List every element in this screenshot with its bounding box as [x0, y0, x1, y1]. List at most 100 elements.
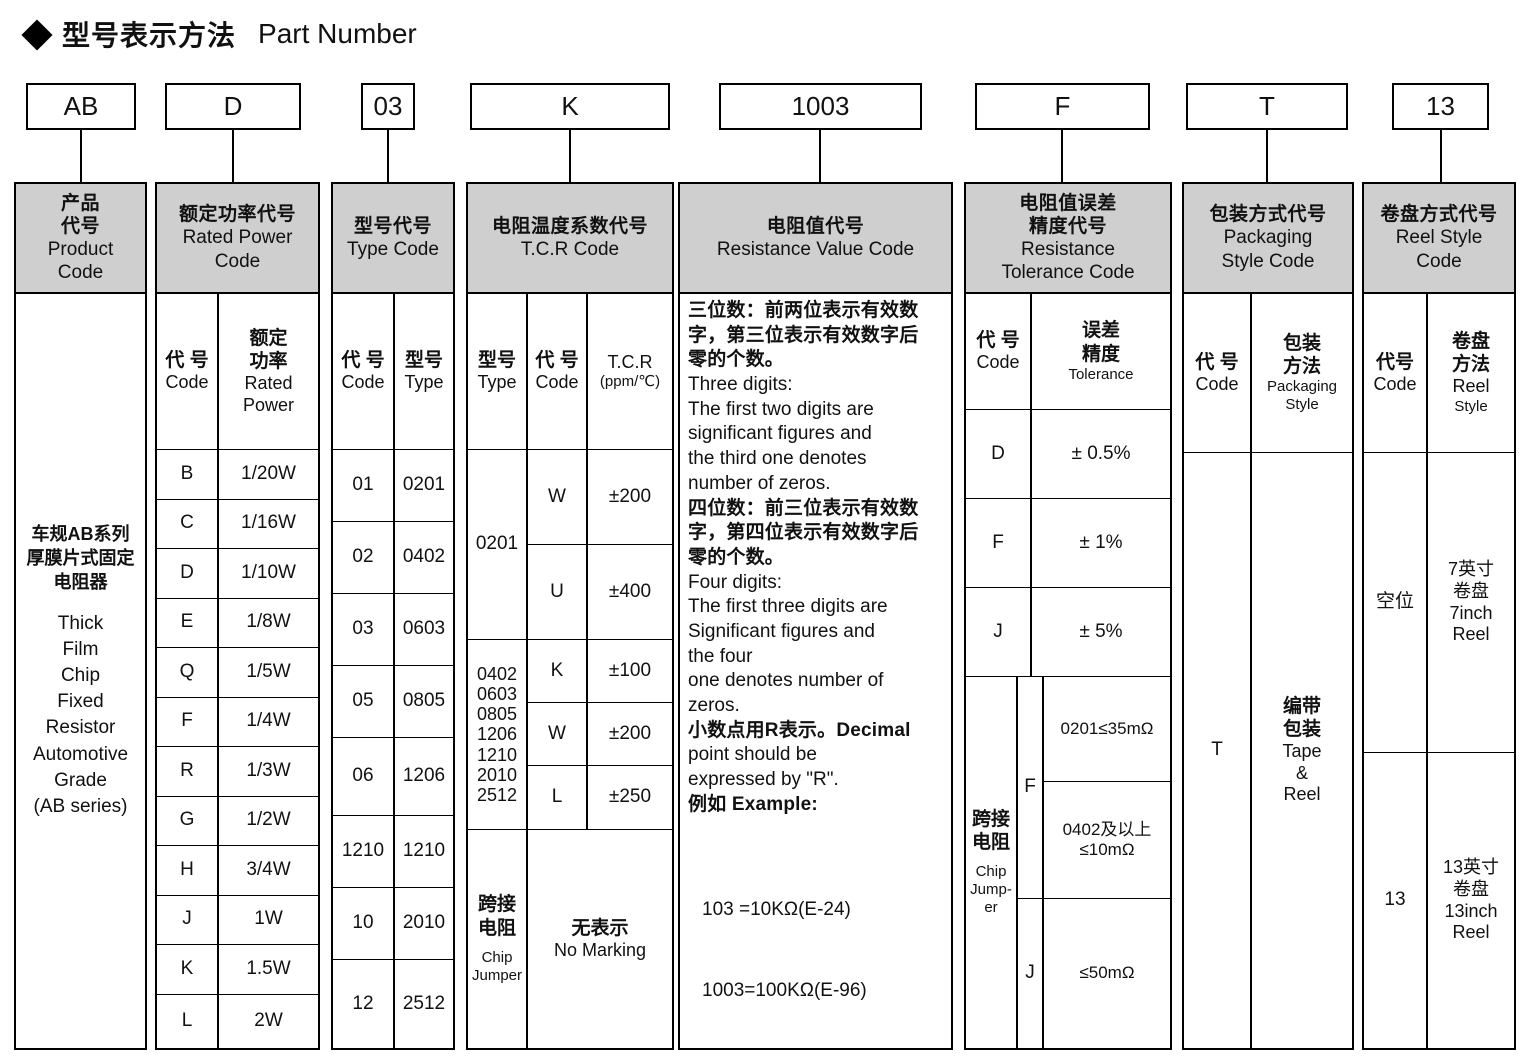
- subheader-code-cn: 代 号: [341, 350, 385, 372]
- subheader-power-cn2: 功率: [249, 350, 288, 372]
- subcolumn-type: 型号 Type 0201 0402 0603 0805 1206 1210 20…: [468, 294, 526, 1048]
- rv-line: expressed by "R".: [688, 769, 839, 791]
- subcolumn-tcr-values: 代 号 Code T.C.R (ppm/℃) W ±200 U ±400: [526, 294, 672, 1048]
- jumper-f-value-2: 0402及以上 ≤10mΩ: [1044, 782, 1170, 898]
- rv-line: zeros.: [688, 695, 740, 716]
- table-cell-power: 1/5W: [219, 648, 318, 698]
- jumper-value-cn: 无表示: [571, 917, 629, 939]
- subheader-tol-cn1: 误差: [1081, 320, 1120, 342]
- subcolumn-code: 代 号 Code B C D E Q F R G H J K L: [157, 294, 217, 1048]
- column-body-rated-power: 代 号 Code B C D E Q F R G H J K L 额定 功率: [157, 294, 318, 1048]
- pn-box-value: 1003: [791, 91, 850, 121]
- pn-box-resistance-value[interactable]: 1003: [719, 83, 922, 130]
- jumper-cn1: 跨接: [477, 894, 516, 916]
- subheader-tcr-l2: (ppm/℃): [599, 373, 661, 391]
- rv-line: Significant figures and: [688, 620, 875, 642]
- table-cell-type: 2010: [395, 888, 453, 960]
- header-en-line2: Tolerance Code: [1001, 262, 1135, 284]
- product-en-line8: (AB series): [33, 796, 128, 818]
- rv-line: 例如 Example:: [688, 793, 818, 815]
- column-resistance-value-code: 电阻值代号 Resistance Value Code 三位数：前两位表示有效数…: [678, 182, 953, 1050]
- subcolumn-code: 代 号 Code 01 02 03 05 06 1210 10 12: [333, 294, 393, 1048]
- subheader-code: 代号 Code: [1364, 294, 1426, 453]
- diamond-bullet-icon: [21, 19, 53, 51]
- rv-line: The first three digits are: [688, 596, 888, 618]
- subheader-power-cn1: 额定: [249, 327, 288, 349]
- table-cell-tcr-code: L: [528, 766, 588, 829]
- jumper-label-en1: Chip: [975, 863, 1007, 881]
- table-cell-code: 02: [333, 522, 393, 594]
- header-cn: 卷盘方式代号: [1380, 204, 1498, 226]
- reel-style-cn1: 7英寸: [1447, 559, 1494, 580]
- product-en-line5: Resistor: [45, 717, 116, 739]
- table-cell-tol-code: F: [966, 499, 1032, 587]
- subheader-rated-power: 额定 功率 Rated Power: [219, 294, 318, 450]
- column-reel-style: 卷盘方式代号 Reel Style Code 代号 Code 空位 13 卷盘 …: [1362, 182, 1516, 1050]
- leader-line-tcr: [569, 130, 571, 182]
- pn-box-type-code[interactable]: 03: [361, 83, 415, 130]
- header-en-line1: Packaging: [1223, 227, 1313, 249]
- example-line: 1003=100KΩ(E-96): [702, 980, 867, 1002]
- pn-box-reel-code[interactable]: 13: [1392, 83, 1489, 130]
- subheader-code: 代 号 Code: [528, 294, 588, 449]
- header-en-line2: Code: [1416, 250, 1462, 272]
- reel-style-en2: Reel: [1452, 922, 1490, 943]
- packaging-style-en1: Tape: [1282, 741, 1322, 762]
- subcolumn-rated-power: 额定 功率 Rated Power 1/20W 1/16W 1/10W 1/8W…: [217, 294, 318, 1048]
- rv-line: the four: [688, 645, 753, 667]
- page-title-en: Part Number: [258, 18, 417, 49]
- table-cell-tol-code: J: [966, 588, 1032, 676]
- subheader-code: 代 号 Code: [966, 294, 1032, 409]
- table-cell-power: 1W: [219, 896, 318, 945]
- header-cn: 电阻温度系数代号: [491, 215, 648, 237]
- pn-box-packaging-code[interactable]: T: [1186, 83, 1348, 130]
- header-cn: 额定功率代号: [178, 204, 296, 226]
- tcr-group-type-0201: 0201: [468, 450, 526, 640]
- tcr-jumper-type: 跨接 电阻 Chip Jumper: [468, 830, 526, 1048]
- subheader-code: 代 号 Code: [333, 294, 393, 450]
- pn-box-rated-power-code[interactable]: D: [165, 83, 301, 130]
- pn-box-tolerance-code[interactable]: F: [975, 83, 1150, 130]
- table-cell-tol-value: ± 5%: [1079, 620, 1123, 642]
- table-cell-code: 12: [352, 992, 374, 1014]
- subheader-type-en: Type: [477, 372, 517, 393]
- table-cell-power: 2W: [254, 1009, 283, 1031]
- header-en-line2: Code: [214, 250, 261, 272]
- column-tolerance-code: 电阻值误差 精度代号 Resistance Tolerance Code 代 号…: [964, 182, 1172, 1050]
- table-cell-code: 1210: [333, 816, 393, 888]
- reel-style-cn2: 卷盘: [1453, 580, 1489, 601]
- header-en-line1: Resistance: [1021, 239, 1115, 260]
- subheader-code-en: Code: [976, 352, 1020, 373]
- tcr-type-line: 0805: [476, 704, 518, 725]
- table-cell-type: 0402: [395, 522, 453, 594]
- rv-line: 零的个数。: [688, 546, 785, 568]
- table-cell-tcr-code: K: [528, 640, 588, 702]
- leader-line-type: [387, 130, 389, 182]
- subcolumn-code: 代 号 Code T: [1184, 294, 1250, 1048]
- pn-box-value: D: [223, 91, 243, 121]
- subheader-power-en2: Power: [242, 394, 295, 415]
- header-en: T.C.R Code: [520, 239, 620, 260]
- column-body-tcr: 型号 Type 0201 0402 0603 0805 1206 1210 20…: [468, 294, 672, 1048]
- column-body-resistance-value: 三位数：前两位表示有效数 字，第三位表示有效数字后 零的个数。 Three di…: [680, 294, 951, 1056]
- subheader-code: 代 号 Code: [1184, 294, 1250, 453]
- tcr-type-line: 2512: [476, 784, 518, 805]
- subheader-code-en: Code: [165, 372, 209, 393]
- table-cell-type: 1206: [395, 738, 453, 816]
- subheader-style-en1: Packaging: [1266, 378, 1338, 396]
- rv-line: The first two digits are: [688, 398, 874, 420]
- pn-box-tcr-code[interactable]: K: [470, 83, 670, 130]
- column-rated-power: 额定功率代号 Rated Power Code 代 号 Code B C D E…: [155, 182, 320, 1050]
- rv-line: 四位数：前三位表示有效数: [688, 497, 919, 519]
- rv-line: number of zeros.: [688, 472, 831, 494]
- header-en-line1: Rated Power: [182, 227, 293, 249]
- table-cell-reel-style: 7英寸 卷盘 7inch Reel: [1428, 453, 1514, 753]
- table-cell-power: 1/10W: [219, 549, 318, 599]
- table-cell-tcr-value: ±100: [608, 659, 652, 681]
- pn-box-product-code[interactable]: AB: [26, 83, 136, 130]
- jumper-code-f: F: [1018, 677, 1044, 898]
- subheader-style-cn2: 方法: [1282, 356, 1321, 377]
- header-cn: 电阻值代号: [766, 215, 865, 237]
- header-cn: 型号代号: [353, 215, 432, 237]
- subheader-tol-cn2: 精度: [1081, 343, 1120, 365]
